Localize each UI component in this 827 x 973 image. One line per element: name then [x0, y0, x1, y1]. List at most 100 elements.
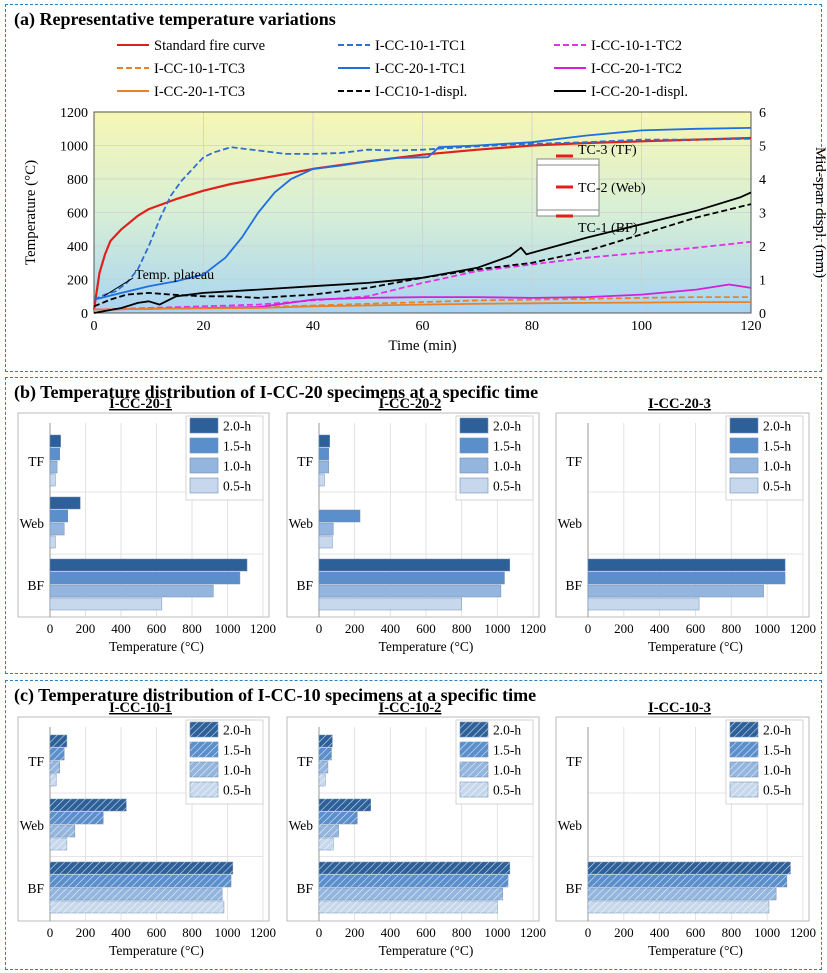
bar-bf-0-5-h	[49, 597, 163, 611]
x-tick-label: 200	[76, 621, 96, 636]
chart-title: I-CC-20-3	[648, 396, 711, 412]
legend-label-i-cc-20-1-displ: I-CC-20-1-displ.	[591, 84, 688, 100]
panel-c: (c) Temperature distribution of I-CC-10 …	[5, 680, 822, 970]
legend-label-2-0-h: 2.0-h	[223, 723, 251, 738]
y2-axis-title: Mid-span displ. (mm)	[812, 147, 827, 278]
bar-web-1-0-h	[49, 522, 65, 536]
bar-hatch	[319, 799, 371, 811]
x-tick-label: 600	[416, 621, 436, 636]
category-label-tf: TF	[566, 454, 582, 469]
x-tick-label: 600	[686, 621, 706, 636]
y2-tick-label: 4	[759, 173, 766, 188]
x-tick-label: 400	[111, 925, 131, 940]
legend-label-i-cc-10-1-tc1: I-CC-10-1-TC1	[375, 38, 466, 54]
bar-tf-1-0-h	[318, 460, 330, 474]
panel-b-title: (b) Temperature distribution of I-CC-20 …	[14, 382, 539, 402]
legend-swatch	[459, 457, 489, 474]
bar-bf-0-5-h	[318, 597, 462, 611]
legend-label-1-5-h: 1.5-h	[223, 743, 251, 758]
x-tick-label: 0	[316, 925, 323, 940]
legend-label-1-5-h: 1.5-h	[223, 439, 251, 454]
x-tick-label: 0	[316, 621, 323, 636]
y-tick-label: 0	[81, 307, 88, 322]
bar-hatch	[319, 888, 503, 900]
y2-tick-label: 6	[759, 106, 766, 121]
legend-label-0-5-h: 0.5-h	[223, 479, 251, 494]
legend-label-1-0-h: 1.0-h	[763, 459, 791, 474]
category-label-web: Web	[20, 818, 45, 833]
category-label-bf: BF	[296, 881, 313, 896]
legend-label-1-5-h: 1.5-h	[763, 743, 791, 758]
x-axis-title: Temperature (°C)	[379, 639, 474, 654]
bar-chart-i-cc-20-2: I-CC-20-2 0 200 400 600 800 1000 1200 TF Web BF 2.0…	[286, 396, 546, 654]
x-tick-label: 100	[631, 319, 652, 334]
x-tick-label: 200	[345, 621, 365, 636]
y-tick-label: 400	[67, 240, 88, 255]
bar-web-1-5-h	[318, 509, 361, 523]
legend-label-1-0-h: 1.0-h	[493, 459, 521, 474]
bar-hatch	[319, 901, 498, 913]
bar-web-1-5-h	[49, 509, 68, 523]
legend-label-standard-fire-curve: Standard fire curve	[154, 38, 265, 54]
bar-chart-i-cc-10-3: I-CC-10-3 0 200 400 600 800 1000 1200 TF Web BF 2.0…	[555, 700, 816, 958]
bar-hatch	[50, 888, 223, 900]
legend-swatch	[189, 417, 219, 434]
y-tick-label: 1200	[60, 106, 88, 121]
legend-swatch-hatch	[460, 762, 488, 777]
legend-swatch-hatch	[730, 742, 758, 757]
x-tick-label: 800	[722, 621, 742, 636]
bar-hatch	[588, 901, 769, 913]
legend-swatch	[729, 477, 759, 494]
legend-swatch-hatch	[730, 762, 758, 777]
category-label-web: Web	[289, 818, 314, 833]
bar-hatch	[319, 774, 326, 786]
legend-label-1-5-h: 1.5-h	[493, 743, 521, 758]
bar-bf-1-0-h	[587, 584, 764, 598]
bar-hatch	[50, 875, 232, 887]
legend-label-i-cc-20-1-tc1: I-CC-20-1-TC1	[375, 61, 466, 77]
x-tick-label: 600	[147, 925, 167, 940]
bar-hatch	[50, 761, 60, 773]
bar-tf-0-5-h	[318, 473, 325, 487]
legend-label-0-5-h: 0.5-h	[223, 783, 251, 798]
x-tick-label: 400	[381, 925, 401, 940]
legend-label-1-0-h: 1.0-h	[493, 763, 521, 778]
x-tick-label: 1200	[790, 621, 816, 636]
bar-bf-0-5-h	[587, 597, 700, 611]
chart-title: I-CC-10-2	[379, 700, 442, 716]
legend-label-2-0-h: 2.0-h	[223, 419, 251, 434]
category-label-web: Web	[558, 818, 583, 833]
bar-bf-2-0-h	[49, 558, 248, 572]
legend-label-i-cc-10-1-tc3: I-CC-10-1-TC3	[154, 61, 245, 77]
bar-hatch	[588, 888, 777, 900]
y-tick-label: 1000	[60, 140, 88, 155]
x-axis-title: Temperature (°C)	[379, 943, 474, 958]
bar-web-0-5-h	[49, 535, 56, 549]
x-tick-label: 600	[147, 621, 167, 636]
legend-swatch	[729, 437, 759, 454]
bar-hatch	[588, 875, 787, 887]
x-tick-label: 200	[614, 925, 634, 940]
bar-chart-i-cc-20-1: I-CC-20-1 0 200 400 600 800 1000 1200 TF Web BF 2.0…	[17, 396, 276, 654]
legend-label-1-5-h: 1.5-h	[493, 439, 521, 454]
bar-chart-i-cc-10-1: I-CC-10-1 0 200 400 600 800 1000 1200 TF Web BF 2.0…	[17, 700, 276, 958]
x-tick-label: 0	[585, 621, 592, 636]
legend-swatch-hatch	[460, 782, 488, 797]
x-tick-label: 800	[452, 925, 472, 940]
legend-label-i-cc-10-1-tc2: I-CC-10-1-TC2	[591, 38, 682, 54]
bar-tf-1-5-h	[49, 447, 61, 461]
bar-hatch	[319, 748, 332, 760]
bar-hatch	[50, 838, 67, 850]
annotation-pointer	[103, 277, 134, 297]
category-label-tf: TF	[566, 754, 582, 769]
legend-label-1-0-h: 1.0-h	[223, 763, 251, 778]
bar-hatch	[50, 735, 67, 747]
annotation-tc1: TC-1 (BF)	[578, 221, 638, 236]
legend-label-2-0-h: 2.0-h	[493, 419, 521, 434]
y2-tick-label: 5	[759, 140, 766, 155]
legend-swatch	[189, 457, 219, 474]
bar-bf-1-5-h	[587, 571, 786, 585]
x-axis-title: Temperature (°C)	[648, 943, 743, 958]
category-label-web: Web	[558, 516, 583, 531]
x-tick-label: 1000	[754, 621, 780, 636]
